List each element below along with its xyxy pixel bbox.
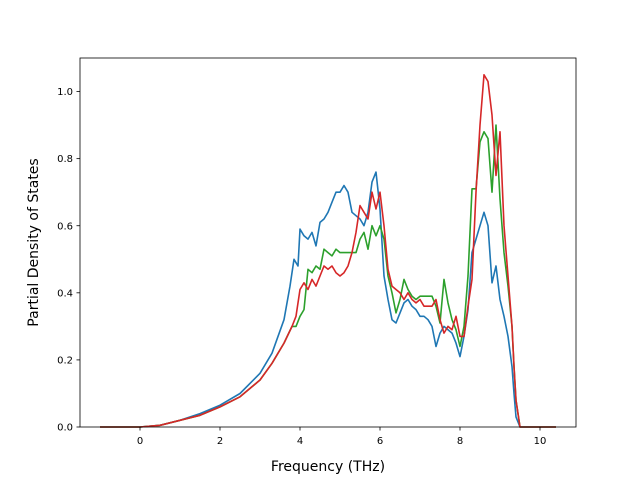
plot-area-frame: [79, 57, 577, 428]
y-tick-label: 0.0: [57, 423, 73, 434]
x-axis-label: Frequency (THz): [271, 459, 385, 475]
y-axis-label: Partial Density of States: [26, 158, 42, 326]
x-tick-label: 6: [377, 436, 383, 447]
x-axis-ticks: 0 2 4 6 8 10: [137, 427, 547, 447]
x-tick-label: 4: [297, 436, 303, 447]
series-layer: [100, 74, 556, 428]
x-tick-label: 10: [534, 436, 547, 447]
x-tick-label: 0: [137, 436, 143, 447]
series-line-1: [100, 171, 556, 428]
x-tick-label: 8: [457, 436, 463, 447]
y-axis-ticks: 0.0 0.2 0.4 0.6 0.8 1.0: [57, 87, 80, 434]
y-tick-label: 0.4: [57, 288, 73, 299]
series-line-2: [100, 124, 556, 428]
y-tick-label: 1.0: [57, 87, 73, 98]
y-tick-label: 0.2: [57, 356, 73, 367]
y-tick-label: 0.6: [57, 221, 73, 232]
x-tick-label: 2: [217, 436, 223, 447]
y-tick-label: 0.8: [57, 154, 73, 165]
series-line-3: [100, 74, 556, 428]
